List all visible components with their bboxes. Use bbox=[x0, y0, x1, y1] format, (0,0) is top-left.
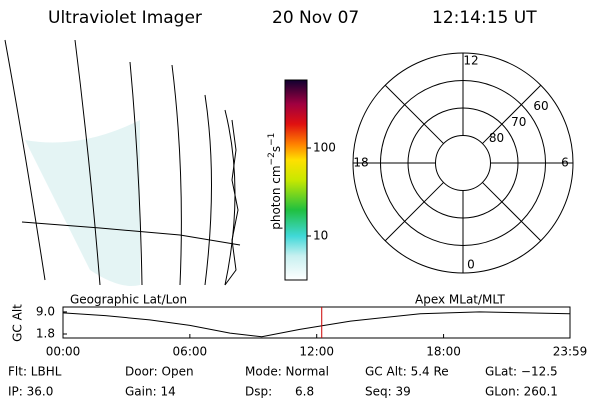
right-title: Apex MLat/MLT bbox=[415, 293, 505, 307]
status-field: Door: Open bbox=[125, 365, 194, 379]
colorbar-tick-label: 10 bbox=[313, 228, 328, 242]
polar-circle bbox=[380, 80, 546, 246]
colorbar-tick-label: 100 bbox=[313, 141, 336, 155]
label-part: s bbox=[269, 146, 283, 152]
x-tick-label: 06:00 bbox=[173, 345, 208, 359]
polar-spoke bbox=[482, 84, 542, 144]
mlt-label: 0 bbox=[467, 258, 475, 272]
label-part: photon cm bbox=[269, 165, 283, 229]
x-tick-label: 00:00 bbox=[46, 345, 81, 359]
x-tick-label: 12:00 bbox=[299, 345, 334, 359]
x-tick-label: 18:00 bbox=[426, 345, 461, 359]
polar-circle-label: 60 bbox=[533, 99, 548, 113]
status-field: GLat: −12.5 bbox=[485, 365, 558, 379]
polar-spoke bbox=[384, 84, 444, 144]
image-speckle bbox=[25, 120, 140, 286]
label-part: −1 bbox=[267, 133, 277, 146]
colorbar bbox=[284, 79, 308, 281]
y-tick-label: 9.0 bbox=[36, 304, 55, 318]
date: 20 Nov 07 bbox=[272, 8, 359, 28]
status-field: Seq: 39 bbox=[365, 385, 411, 399]
altitude-line bbox=[62, 311, 571, 338]
coastline bbox=[224, 119, 239, 286]
colorbar-label: photon cm−2s−1 bbox=[264, 121, 283, 249]
status-field: Dsp: 6.8 bbox=[245, 385, 314, 399]
status-field: IP: 36.0 bbox=[8, 385, 53, 399]
grid-arc bbox=[74, 39, 101, 286]
polar-circle-label: 80 bbox=[489, 131, 504, 145]
status-field: Gain: 14 bbox=[125, 385, 176, 399]
label-part: −2 bbox=[267, 152, 277, 165]
left-title: Geographic Lat/Lon bbox=[70, 293, 187, 307]
grid-arc bbox=[4, 39, 46, 281]
y-axis-label: GC Alt bbox=[11, 304, 25, 342]
x-tick-label: 23:59 bbox=[553, 345, 588, 359]
polar-circle bbox=[407, 107, 519, 219]
polar-spoke bbox=[482, 182, 542, 242]
grid-line bbox=[21, 221, 241, 246]
status-field: GLon: 260.1 bbox=[485, 385, 558, 399]
mlt-label: 6 bbox=[561, 156, 569, 170]
grid-arc bbox=[204, 94, 212, 286]
polar-spoke bbox=[384, 182, 444, 242]
y-tick-label: 1.8 bbox=[36, 327, 55, 341]
status-field: Mode: Normal bbox=[245, 365, 329, 379]
status-field: Flt: LBHL bbox=[8, 365, 62, 379]
grid-arc bbox=[171, 64, 182, 286]
polar-circle-label: 70 bbox=[511, 115, 526, 129]
grid-arc bbox=[224, 109, 236, 286]
map bbox=[4, 39, 241, 286]
status-field: GC Alt: 5.4 Re bbox=[365, 365, 449, 379]
time: 12:14:15 UT bbox=[432, 8, 537, 28]
mlt-label: 12 bbox=[463, 54, 478, 68]
title: Ultraviolet Imager bbox=[48, 8, 202, 28]
plot-frame bbox=[62, 306, 571, 339]
polar-circle bbox=[435, 135, 491, 191]
mlt-label: 18 bbox=[353, 156, 368, 170]
grid-arc bbox=[129, 61, 143, 286]
